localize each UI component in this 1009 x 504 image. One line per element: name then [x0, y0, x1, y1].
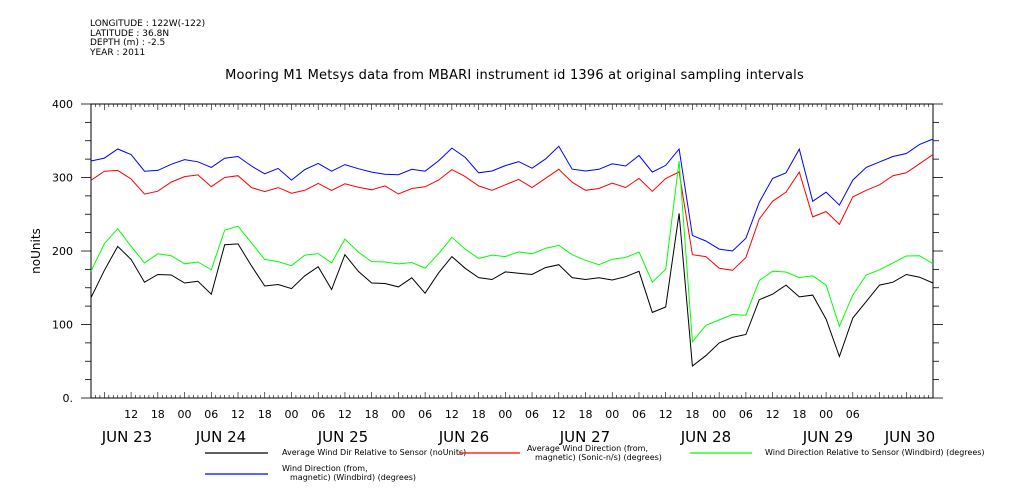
series-line-3	[90, 160, 934, 344]
x-hour-tick-label: 12	[766, 408, 780, 421]
depth-label: DEPTH (m) : -2.5	[90, 38, 166, 48]
x-hour-tick-label: 12	[338, 408, 352, 421]
year-label: YEAR : 2011	[90, 47, 146, 58]
x-hour-tick-label: 12	[445, 408, 459, 421]
x-hour-tick-label: 12	[124, 408, 138, 421]
legend-entry: Average Wind Dir Relative to Sensor (noU…	[282, 448, 466, 457]
x-day-tick-label: JUN 25	[317, 428, 368, 446]
x-hour-tick-label: 00	[605, 408, 619, 421]
y-tick-label: 0.	[63, 392, 74, 405]
x-hour-tick-label: 00	[284, 408, 298, 421]
x-hour-tick-label: 12	[231, 408, 245, 421]
x-hour-tick-label: 12	[659, 408, 673, 421]
y-tick-label: 300	[52, 172, 73, 185]
x-day-tick-label: JUN 30	[884, 428, 935, 446]
x-day-tick-label: JUN 23	[101, 428, 152, 446]
x-hour-tick-label: 18	[258, 408, 272, 421]
latitude-label: LATITUDE : 36.8N	[90, 28, 170, 39]
x-hour-tick-label: 06	[632, 408, 646, 421]
x-day-tick-label: JUN 26	[438, 428, 489, 446]
x-day-tick-label: JUN 24	[195, 428, 246, 446]
x-hour-tick-label: 18	[685, 408, 699, 421]
x-hour-tick-label: 18	[579, 408, 593, 421]
x-hour-tick-label: 00	[819, 408, 833, 421]
x-hour-tick-label: 00	[712, 408, 726, 421]
x-hour-tick-label: 00	[178, 408, 192, 421]
metadata-block: LONGITUDE : 122W(-122) LATITUDE : 36.8N …	[90, 19, 206, 58]
longitude-label: LONGITUDE : 122W(-122)	[90, 19, 206, 29]
x-hour-tick-label: 06	[311, 408, 325, 421]
x-hour-tick-label: 06	[846, 408, 860, 421]
series-line-2	[90, 154, 934, 271]
x-day-tick-label: JUN 28	[680, 428, 731, 446]
series-line-1	[90, 213, 934, 367]
x-hour-tick-label: 00	[391, 408, 405, 421]
x-hour-tick-label: 18	[365, 408, 379, 421]
y-tick-label: 400	[52, 98, 73, 111]
x-hour-tick-label: 06	[204, 408, 218, 421]
legend-entry: Wind Direction Relative to Sensor (Windb…	[765, 448, 985, 457]
x-hour-tick-label: 18	[472, 408, 486, 421]
x-day-tick-label: JUN 27	[559, 428, 610, 446]
x-day-tick-label: JUN 29	[802, 428, 853, 446]
legend-entry: Average Wind Direction (from, magnetic) (…	[527, 444, 662, 462]
x-hour-tick-label: 18	[151, 408, 165, 421]
x-hour-tick-label: 12	[552, 408, 566, 421]
x-hour-tick-label: 06	[525, 408, 539, 421]
x-hour-tick-label: 18	[792, 408, 806, 421]
series-line-4	[90, 138, 934, 252]
x-hour-tick-label: 06	[418, 408, 432, 421]
chart-title: Mooring M1 Metsys data from MBARI instru…	[225, 68, 804, 83]
y-tick-label: 100	[52, 319, 73, 332]
y-tick-label: 200	[52, 245, 73, 258]
x-hour-tick-label: 06	[739, 408, 753, 421]
y-axis-label: noUnits	[29, 228, 43, 274]
x-hour-tick-label: 00	[498, 408, 512, 421]
legend-entry: Wind Direction (from, magnetic) (Windbird…	[282, 464, 416, 482]
